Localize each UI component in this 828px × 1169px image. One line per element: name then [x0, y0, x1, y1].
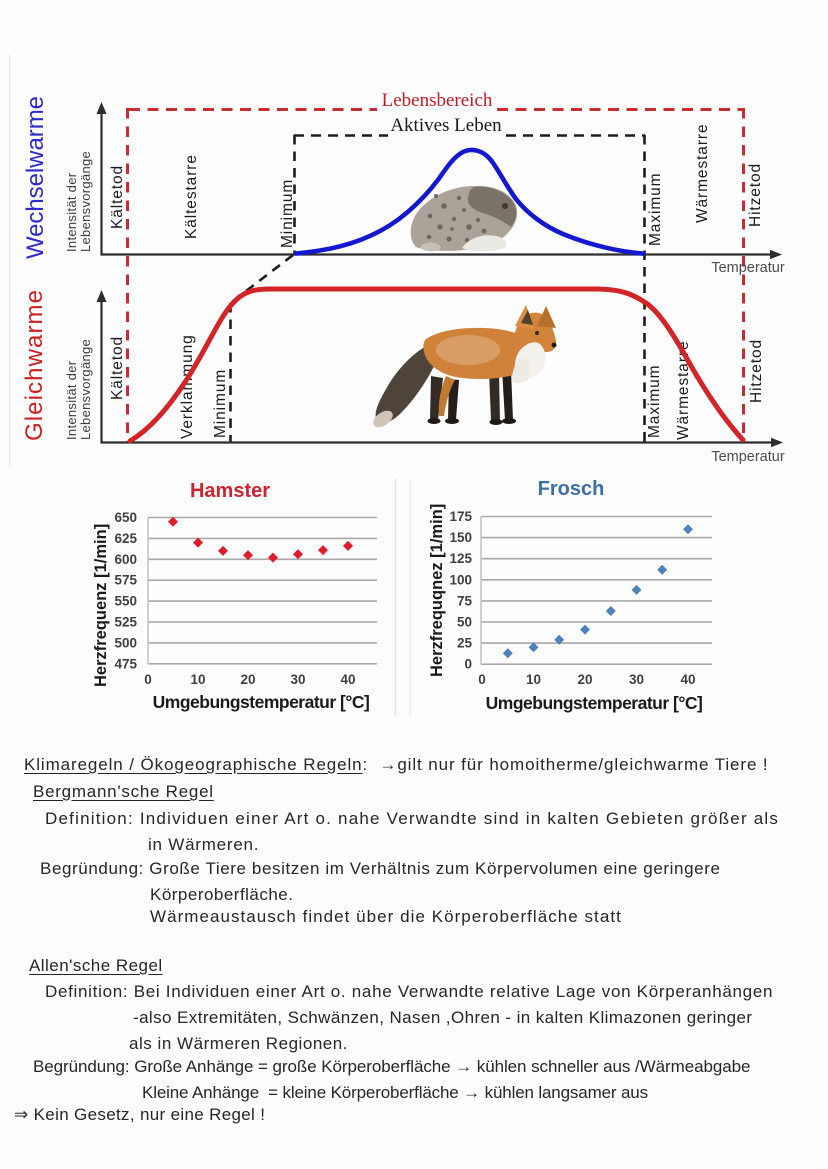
- svg-text:Lebensbereich: Lebensbereich: [382, 90, 493, 111]
- svg-text:40: 40: [340, 672, 355, 687]
- svg-text:0: 0: [464, 657, 472, 672]
- svg-text:75: 75: [457, 593, 473, 608]
- svg-text:100: 100: [449, 572, 472, 587]
- svg-text:Kältestarre: Kältestarre: [183, 154, 200, 239]
- svg-text:20: 20: [240, 672, 255, 687]
- svg-text:Kältetod: Kältetod: [109, 336, 126, 400]
- svg-text:500: 500: [114, 635, 137, 650]
- svg-text:10: 10: [526, 672, 541, 687]
- svg-text:Kältetod: Kältetod: [109, 165, 126, 229]
- svg-text:Hitzetod: Hitzetod: [747, 163, 764, 227]
- svg-text:Temperatur: Temperatur: [711, 449, 785, 465]
- svg-text:Temperatur: Temperatur: [711, 260, 785, 276]
- svg-text:575: 575: [114, 573, 137, 588]
- svg-text:150: 150: [449, 530, 472, 545]
- svg-text:Intensität der: Intensität der: [64, 172, 79, 252]
- svg-text:Wärmestarre: Wärmestarre: [694, 124, 711, 223]
- svg-text:Umgebungstemperatur [°C]: Umgebungstemperatur [°C]: [153, 692, 370, 712]
- svg-text:Minimum: Minimum: [212, 369, 229, 438]
- svg-text:Herzfrequenz [1/min]: Herzfrequenz [1/min]: [92, 524, 110, 687]
- svg-text:600: 600: [114, 552, 137, 567]
- svg-text:125: 125: [449, 551, 472, 566]
- svg-text:40: 40: [680, 672, 695, 687]
- svg-text:Hitzetod: Hitzetod: [748, 339, 765, 403]
- svg-text:25: 25: [457, 636, 473, 651]
- svg-text:525: 525: [114, 615, 137, 630]
- svg-text:0: 0: [144, 672, 152, 687]
- svg-text:475: 475: [114, 656, 137, 671]
- svg-text:175: 175: [449, 509, 472, 524]
- svg-text:625: 625: [114, 531, 137, 546]
- svg-text:Wechselwarme: Wechselwarme: [22, 96, 49, 259]
- svg-text:10: 10: [190, 672, 205, 687]
- svg-text:Hamster: Hamster: [190, 480, 270, 502]
- svg-text:30: 30: [290, 672, 305, 687]
- svg-text:Lebensvorgänge: Lebensvorgänge: [78, 339, 93, 440]
- svg-text:Lebensvorgänge: Lebensvorgänge: [78, 151, 93, 252]
- svg-text:0: 0: [478, 672, 486, 687]
- svg-text:20: 20: [577, 672, 592, 687]
- svg-text:30: 30: [629, 672, 644, 687]
- svg-text:Frosch: Frosch: [538, 478, 605, 500]
- svg-text:Herzfrequqnez [1/min]: Herzfrequqnez [1/min]: [428, 504, 446, 677]
- svg-text:Aktives Leben: Aktives Leben: [390, 115, 502, 136]
- svg-text:Wärmestarre: Wärmestarre: [675, 341, 692, 440]
- svg-text:550: 550: [114, 594, 137, 609]
- svg-text:Umgebungstemperatur [°C]: Umgebungstemperatur [°C]: [486, 693, 703, 713]
- svg-text:Minimum: Minimum: [279, 179, 296, 248]
- svg-text:Maximum: Maximum: [646, 365, 663, 438]
- svg-text:Verklammung: Verklammung: [179, 334, 196, 439]
- svg-text:650: 650: [114, 510, 137, 525]
- svg-text:Intensität der: Intensität der: [64, 360, 79, 440]
- svg-text:Gleichwarme: Gleichwarme: [21, 290, 48, 441]
- svg-text:Maximum: Maximum: [647, 173, 664, 246]
- svg-text:50: 50: [457, 615, 472, 630]
